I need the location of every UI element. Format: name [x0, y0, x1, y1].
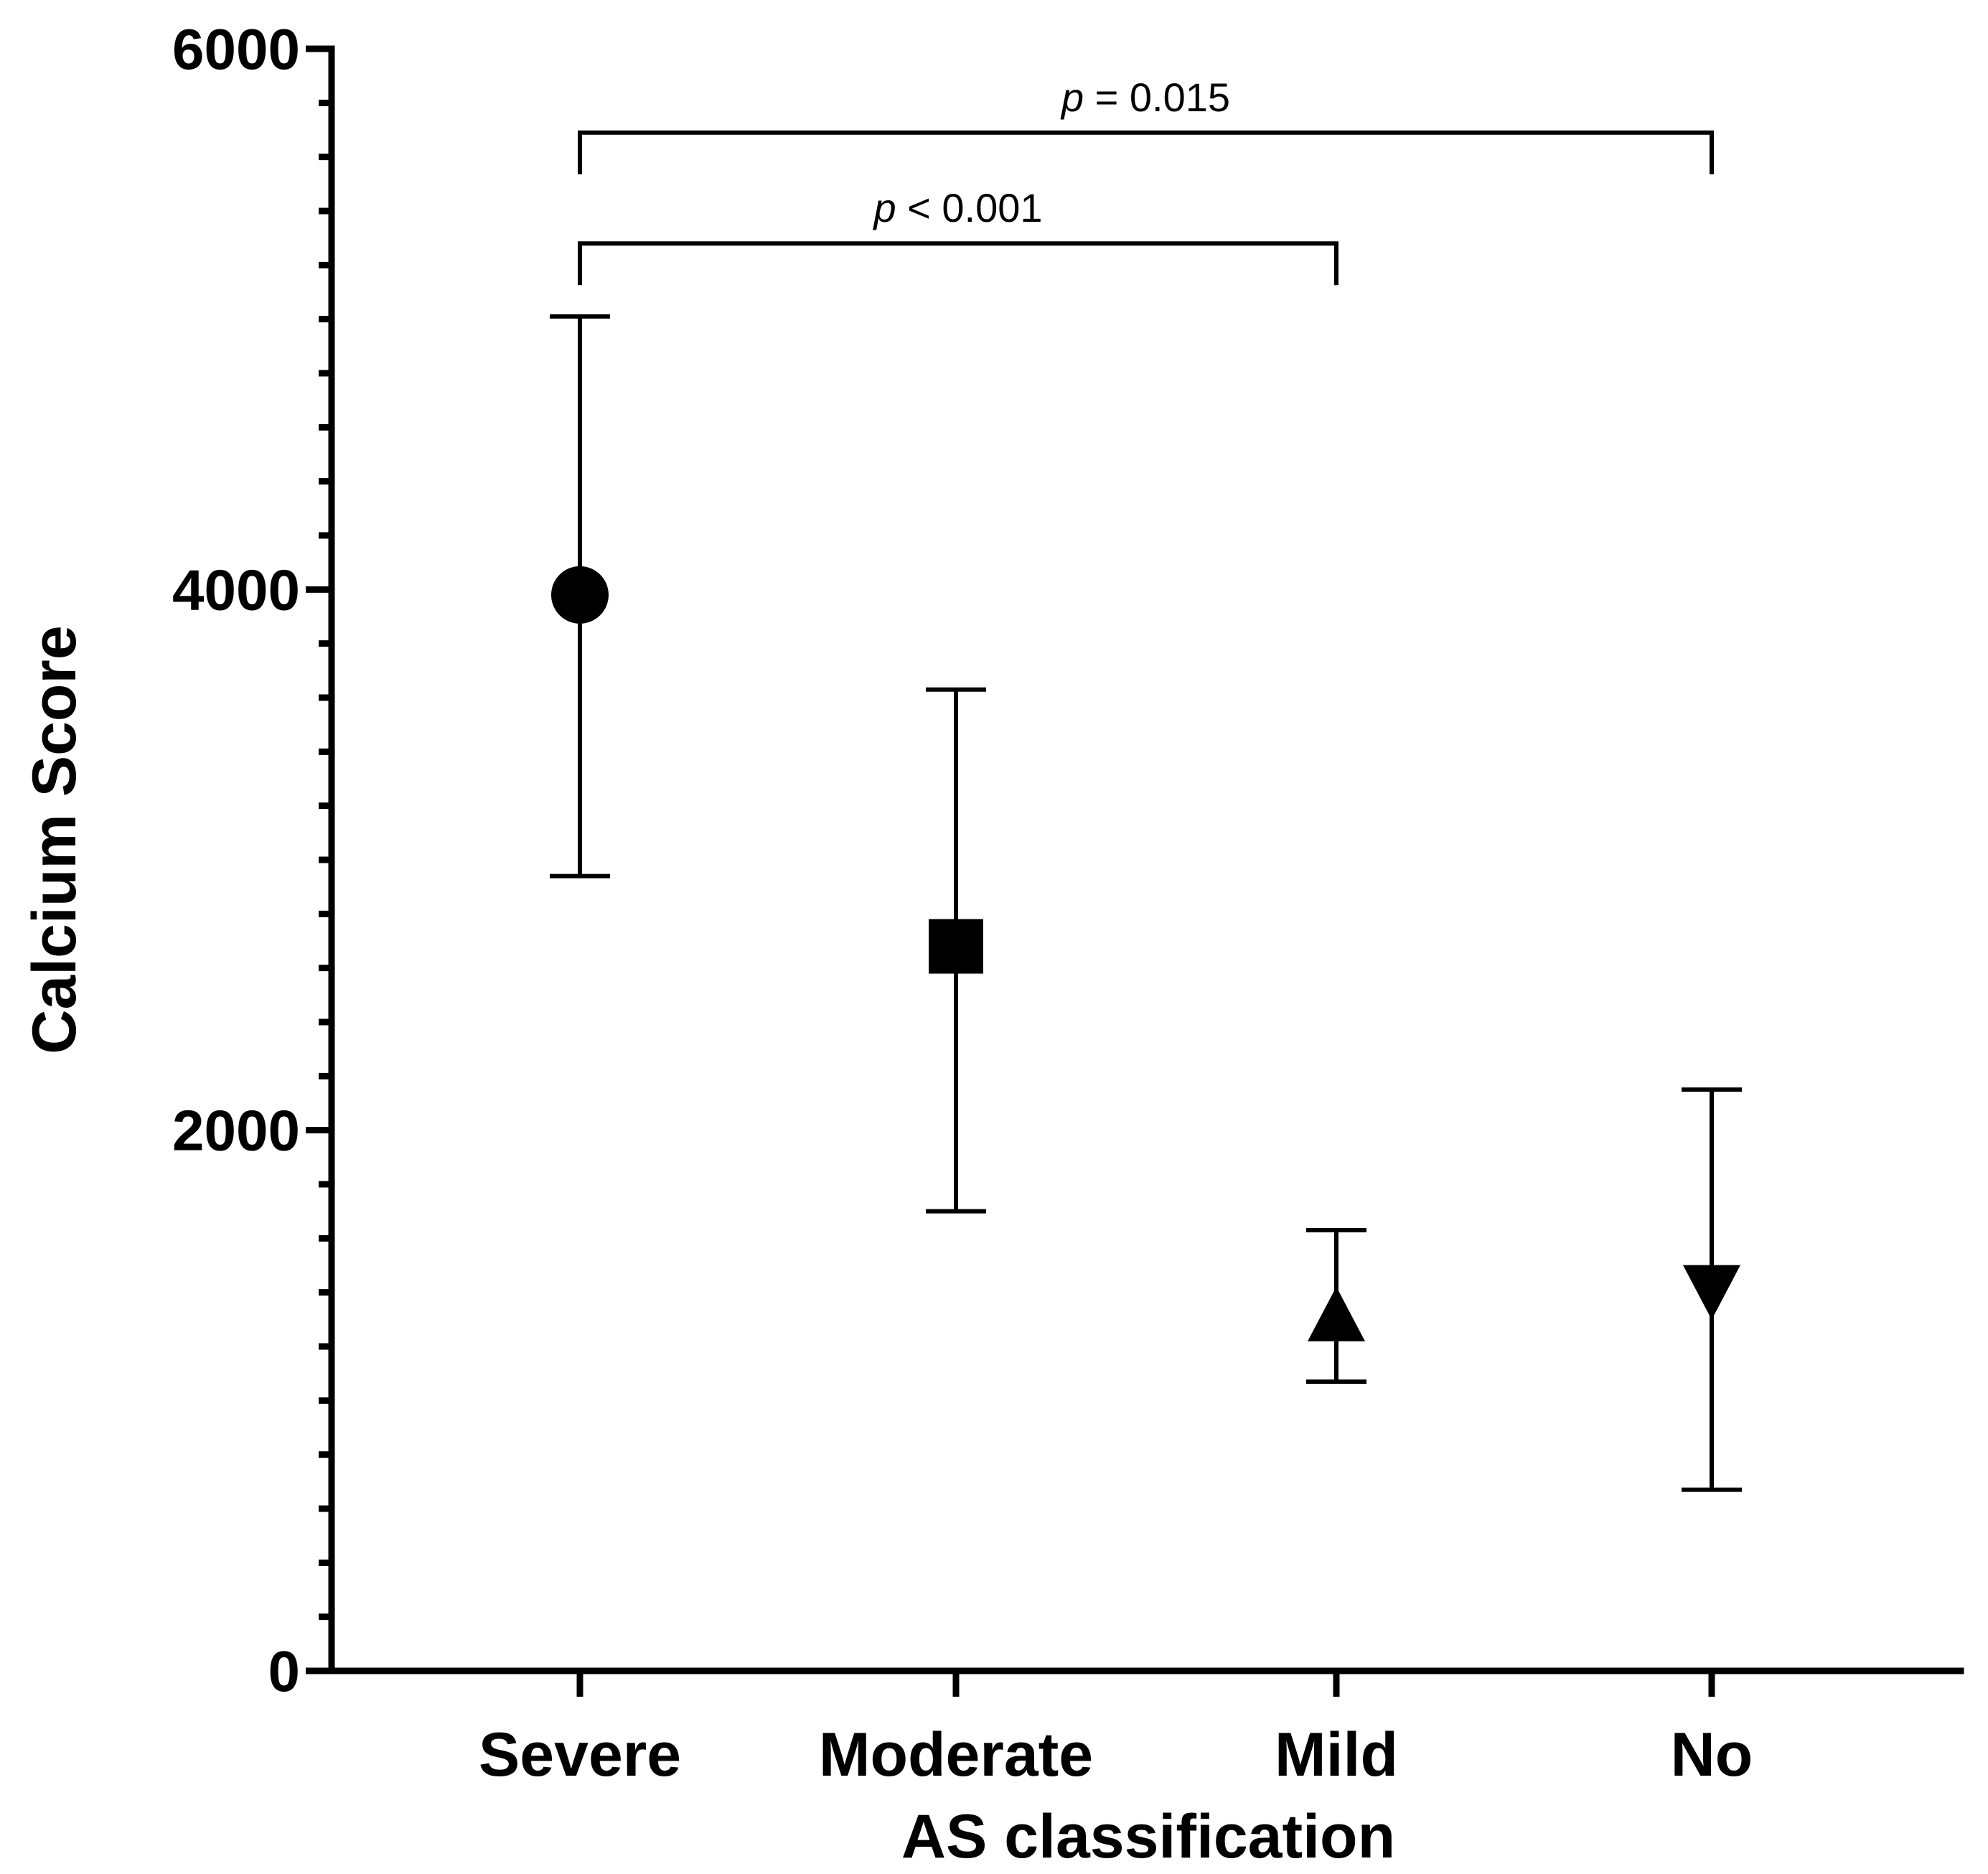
p-value: < 0.001	[896, 185, 1043, 230]
mean-marker-circle	[551, 566, 609, 624]
mean-marker-square	[929, 919, 983, 974]
p-value-label: p < 0.001	[872, 185, 1042, 230]
y-axis-title: Calcium Score	[20, 625, 89, 1054]
x-axis-title: AS classification	[901, 1802, 1395, 1870]
data-point-severe	[550, 314, 610, 879]
data-points	[550, 314, 1742, 1492]
p-value-label: p = 0.015	[1060, 75, 1230, 120]
p-symbol: p	[872, 185, 896, 230]
data-point-mild	[1306, 1228, 1366, 1384]
y-tick-label: 4000	[172, 558, 300, 622]
y-tick-label: 6000	[172, 17, 300, 81]
bracket-line	[578, 241, 1338, 286]
comparison-bracket-0: p = 0.015	[578, 75, 1714, 174]
data-point-no	[1682, 1087, 1742, 1492]
mean-marker-triangle-down	[1683, 1265, 1740, 1320]
x-tick-label: Moderate	[819, 1720, 1093, 1789]
p-value: = 0.015	[1084, 75, 1230, 120]
data-point-moderate	[926, 687, 986, 1214]
bracket-line	[578, 130, 1714, 174]
y-tick-label: 0	[268, 1639, 301, 1703]
x-tick-label: Severe	[479, 1720, 681, 1789]
p-symbol: p	[1060, 75, 1084, 120]
y-tick-label: 2000	[172, 1099, 300, 1163]
axes: 0 2000 4000 6000 Severe Moderate Mild No	[172, 17, 1964, 1789]
x-tick-label: No	[1671, 1720, 1753, 1789]
x-tick-label: Mild	[1275, 1720, 1398, 1789]
mean-marker-triangle-up	[1308, 1286, 1365, 1341]
comparison-bracket-1: p < 0.001	[578, 185, 1338, 286]
